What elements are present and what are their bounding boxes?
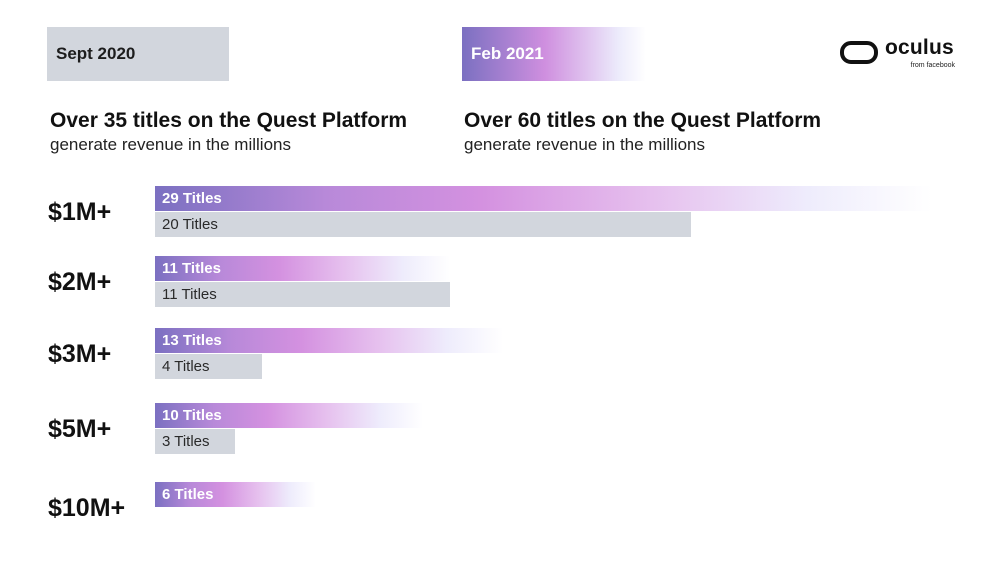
bar-sept-2020: 20 Titles bbox=[155, 212, 691, 237]
bar-feb-2021: 10 Titles bbox=[155, 403, 423, 428]
bar-feb-2021: 29 Titles bbox=[155, 186, 932, 211]
legend-feb-label: Feb 2021 bbox=[471, 44, 544, 63]
headline-sept-title: Over 35 titles on the Quest Platform bbox=[50, 109, 408, 132]
logo-byline: from facebook bbox=[910, 62, 955, 69]
category-label: $3M+ bbox=[48, 340, 112, 368]
category-label: $2M+ bbox=[48, 268, 112, 296]
headline-sept: Over 35 titles on the Quest Platform gen… bbox=[50, 108, 407, 156]
bar-feb-2021: 6 Titles bbox=[155, 482, 316, 507]
headline-sept-subtitle: generate revenue in the millions bbox=[50, 135, 291, 154]
category-label: $1M+ bbox=[48, 198, 112, 226]
legend-sept-2020: Sept 2020 bbox=[47, 27, 229, 81]
bar-sept-2020: 11 Titles bbox=[155, 282, 450, 307]
legend-sept-label: Sept 2020 bbox=[56, 44, 136, 63]
headline-feb-subtitle: generate revenue in the millions bbox=[464, 135, 705, 154]
oculus-logo: oculus from facebook bbox=[840, 36, 960, 74]
bar-sept-2020: 4 Titles bbox=[155, 354, 262, 379]
category-label: $10M+ bbox=[48, 494, 126, 522]
oculus-ring-icon bbox=[840, 41, 878, 64]
headline-feb: Over 60 titles on the Quest Platform gen… bbox=[464, 108, 821, 156]
bar-feb-2021: 13 Titles bbox=[155, 328, 503, 353]
logo-wordmark: oculus bbox=[885, 36, 954, 59]
headline-feb-title: Over 60 titles on the Quest Platform bbox=[464, 109, 822, 132]
category-label: $5M+ bbox=[48, 415, 112, 443]
legend-feb-2021: Feb 2021 bbox=[462, 27, 646, 81]
bar-sept-2020: 3 Titles bbox=[155, 429, 235, 454]
bar-feb-2021: 11 Titles bbox=[155, 256, 450, 281]
